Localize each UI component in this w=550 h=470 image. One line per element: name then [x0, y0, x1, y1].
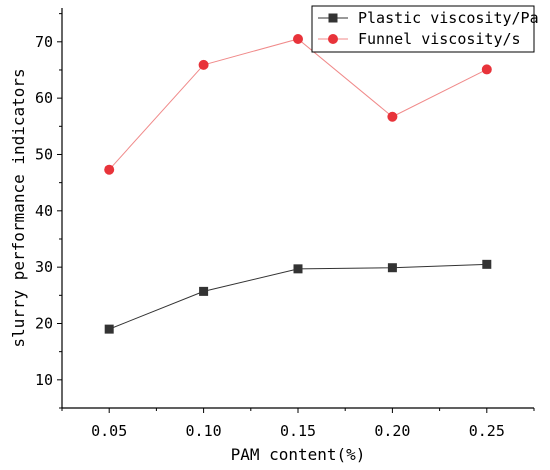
legend: Plastic viscosity/Pa Funnel viscosity/s: [311, 5, 539, 53]
legend-label-funnel-viscosity: Funnel viscosity/s: [358, 30, 521, 48]
legend-label-plastic-viscosity: Plastic viscosity/Pa: [358, 9, 539, 27]
data-point-plastic-viscosity-pa: [199, 286, 209, 296]
y-tick-label: 10: [35, 371, 53, 389]
y-axis-label: slurry performance indicators: [9, 68, 28, 347]
legend-marker-plastic-viscosity: [328, 13, 338, 23]
data-point-funnel-viscosity-s: [481, 64, 492, 75]
data-point-plastic-viscosity-pa: [387, 263, 397, 273]
x-tick-label: 0.10: [186, 422, 222, 440]
x-tick-label: 0.15: [280, 422, 316, 440]
data-point-funnel-viscosity-s: [293, 33, 303, 44]
legend-marker-funnel-viscosity: [328, 34, 338, 44]
y-tick-label: 30: [35, 258, 53, 276]
x-axis-label: PAM content(%): [231, 445, 366, 464]
y-tick-label: 70: [35, 33, 53, 51]
data-point-plastic-viscosity-pa: [104, 324, 114, 334]
y-tick-label: 20: [35, 314, 53, 332]
x-tick-label: 0.05: [91, 422, 127, 440]
data-point-plastic-viscosity-pa: [482, 259, 492, 269]
data-point-plastic-viscosity-pa: [293, 264, 303, 274]
data-point-funnel-viscosity-s: [387, 111, 398, 122]
x-axis-ticks: 0.05 0.10 0.15 0.20 0.25: [61, 408, 535, 440]
y-tick-label: 60: [35, 89, 53, 107]
y-tick-label: 50: [35, 145, 53, 163]
legend-box: [311, 5, 535, 53]
series-line-funnel-viscosity-s: [108, 38, 488, 171]
data-point-funnel-viscosity-s: [104, 164, 115, 175]
x-tick-label: 0.25: [469, 422, 505, 440]
y-axis-ticks: 10 20 30 40 50 60 70: [35, 13, 62, 409]
y-tick-label: 40: [35, 202, 53, 220]
series-line-plastic-viscosity-pa: [109, 263, 487, 330]
x-tick-label: 0.20: [374, 422, 410, 440]
series-layer: [104, 33, 492, 334]
data-point-funnel-viscosity-s: [198, 59, 209, 70]
